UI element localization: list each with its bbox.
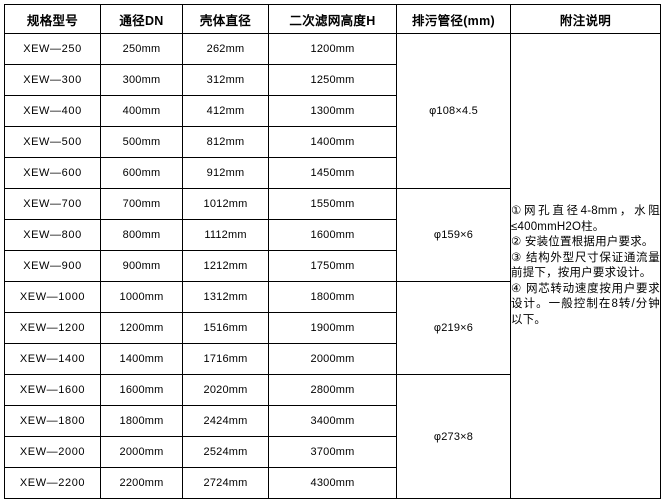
notes-body: ①网孔直径4-8mm，水阻≤400mmH2O柱。 ② 安装位置根据用户要求。 ③ 结… <box>511 204 660 328</box>
table-row: XEW—250 250mm 262mm 1200mm φ108×4.5 ①网孔直径4-8m… <box>4 33 661 499</box>
cell-model: XEW—1000 <box>4 281 101 313</box>
table-row: XEW—2000 2000mm 2524mm 3700mm <box>4 436 661 468</box>
cell-model: XEW—1400 <box>4 343 101 375</box>
cell-dn: 700mm <box>100 188 183 220</box>
cell-dn: 1800mm <box>100 405 183 437</box>
table-row: XEW—300 300mm 312mm 1250mm <box>4 64 661 96</box>
column-header-notes: 附注说明 <box>510 4 661 34</box>
cell-height: 3700mm <box>268 436 397 468</box>
cell-height: 1400mm <box>268 126 397 158</box>
cell-dn: 1600mm <box>100 374 183 406</box>
cell-height: 1200mm <box>268 33 397 65</box>
cell-dn: 600mm <box>100 157 183 189</box>
cell-height: 1250mm <box>268 64 397 96</box>
cell-shell: 2020mm <box>182 374 269 406</box>
cell-height: 1450mm <box>268 157 397 189</box>
cell-shell: 912mm <box>182 157 269 189</box>
cell-model: XEW—2200 <box>4 467 101 499</box>
table-row: XEW—900 900mm 1212mm 1750mm <box>4 250 661 282</box>
column-header-model: 规格型号 <box>4 4 101 34</box>
cell-height: 1750mm <box>268 250 397 282</box>
table-row: XEW—700 700mm 1012mm 1550mm φ159×6 <box>4 188 661 282</box>
table-row: XEW—1800 1800mm 2424mm 3400mm <box>4 405 661 437</box>
cell-shell: 812mm <box>182 126 269 158</box>
cell-height: 3400mm <box>268 405 397 437</box>
cell-model: XEW—1800 <box>4 405 101 437</box>
table-header: 规格型号 通径DN 壳体直径 二次滤网高度H 排污管径(mm) 附注说明 <box>4 4 661 34</box>
cell-shell: 2524mm <box>182 436 269 468</box>
column-header-height: 二次滤网高度H <box>268 4 397 34</box>
cell-height: 2000mm <box>268 343 397 375</box>
cell-shell: 1212mm <box>182 250 269 282</box>
cell-shell: 2424mm <box>182 405 269 437</box>
cell-height: 1600mm <box>268 219 397 251</box>
cell-dn: 2000mm <box>100 436 183 468</box>
column-header-shell: 壳体直径 <box>182 4 269 34</box>
cell-model: XEW—600 <box>4 157 101 189</box>
cell-height: 1550mm <box>268 188 397 220</box>
cell-model: XEW—2000 <box>4 436 101 468</box>
cell-dn: 250mm <box>100 33 183 65</box>
cell-shell: 1112mm <box>182 219 269 251</box>
cell-model: XEW—1600 <box>4 374 101 406</box>
cell-dn: 500mm <box>100 126 183 158</box>
specification-table: 规格型号 通径DN 壳体直径 二次滤网高度H 排污管径(mm) 附注说明 XEW… <box>4 4 661 499</box>
cell-dn: 2200mm <box>100 467 183 499</box>
cell-height: 4300mm <box>268 467 397 499</box>
cell-notes: ①网孔直径4-8mm，水阻≤400mmH2O柱。 ② 安装位置根据用户要求。 ③ 结… <box>510 33 661 499</box>
cell-height: 1800mm <box>268 281 397 313</box>
cell-shell: 1012mm <box>182 188 269 220</box>
cell-dn: 800mm <box>100 219 183 251</box>
cell-model: XEW—250 <box>4 33 101 65</box>
cell-dn: 1000mm <box>100 281 183 313</box>
cell-drain-diameter: φ273×8 <box>396 374 511 499</box>
header-row: 规格型号 通径DN 壳体直径 二次滤网高度H 排污管径(mm) 附注说明 <box>4 4 661 34</box>
cell-shell: 1716mm <box>182 343 269 375</box>
cell-dn: 300mm <box>100 64 183 96</box>
cell-model: XEW—900 <box>4 250 101 282</box>
cell-model: XEW—500 <box>4 126 101 158</box>
column-header-drain: 排污管径(mm) <box>396 4 511 34</box>
spec-table-container: 规格型号 通径DN 壳体直径 二次滤网高度H 排污管径(mm) 附注说明 XEW… <box>4 4 661 499</box>
cell-height: 1900mm <box>268 312 397 344</box>
cell-dn: 900mm <box>100 250 183 282</box>
cell-model: XEW—700 <box>4 188 101 220</box>
table-row: XEW—1200 1200mm 1516mm 1900mm <box>4 312 661 344</box>
cell-height: 1300mm <box>268 95 397 127</box>
cell-shell: 312mm <box>182 64 269 96</box>
table-row: XEW—1000 1000mm 1312mm 1800mm φ219×6 <box>4 281 661 375</box>
cell-shell: 262mm <box>182 33 269 65</box>
table-row: XEW—1400 1400mm 1716mm 2000mm <box>4 343 661 375</box>
cell-model: XEW—300 <box>4 64 101 96</box>
table-row: XEW—600 600mm 912mm 1450mm <box>4 157 661 189</box>
cell-shell: 2724mm <box>182 467 269 499</box>
table-row: XEW—400 400mm 412mm 1300mm <box>4 95 661 127</box>
note-line: ④ 网芯转动速度按用户要求设计。一般控制在8转/分钟以下。 <box>511 282 660 326</box>
note-line: ①网孔直径4-8mm，水阻≤400mmH2O柱。 <box>511 205 660 233</box>
column-header-dn: 通径DN <box>100 4 183 34</box>
cell-model: XEW—800 <box>4 219 101 251</box>
cell-model: XEW—400 <box>4 95 101 127</box>
note-line: ② 安装位置根据用户要求。 <box>511 236 654 248</box>
table-row: XEW—500 500mm 812mm 1400mm <box>4 126 661 158</box>
cell-drain-diameter: φ159×6 <box>396 188 511 282</box>
cell-height: 2800mm <box>268 374 397 406</box>
note-line: ③ 结构外型尺寸保证通流量前提下，按用户要求设计。 <box>511 251 660 280</box>
cell-dn: 1200mm <box>100 312 183 344</box>
cell-drain-diameter: φ219×6 <box>396 281 511 375</box>
cell-dn: 1400mm <box>100 343 183 375</box>
cell-drain-diameter: φ108×4.5 <box>396 33 511 189</box>
cell-shell: 412mm <box>182 95 269 127</box>
cell-model: XEW—1200 <box>4 312 101 344</box>
cell-shell: 1312mm <box>182 281 269 313</box>
cell-shell: 1516mm <box>182 312 269 344</box>
cell-dn: 400mm <box>100 95 183 127</box>
table-row: XEW—800 800mm 1112mm 1600mm <box>4 219 661 251</box>
table-body: XEW—250 250mm 262mm 1200mm φ108×4.5 ①网孔直径4-8m… <box>4 33 661 499</box>
